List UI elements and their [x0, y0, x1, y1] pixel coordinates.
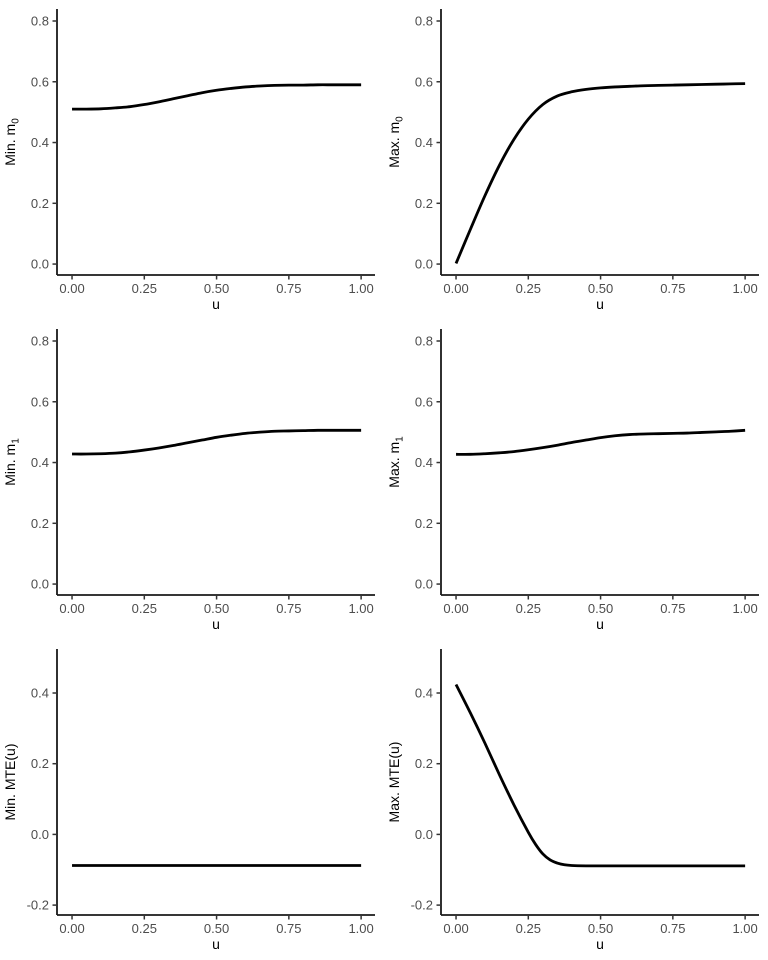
x-tick-label: 0.50 — [588, 281, 613, 296]
plot-max-m1: 0.00 0.25 0.50 0.75 1.00 0.0 0.2 0.4 0.6 0.8 u Max.… — [384, 320, 768, 640]
panel-background — [384, 320, 768, 640]
y-tick-label: 0.8 — [415, 334, 433, 349]
x-tick-label: 1.00 — [732, 281, 757, 296]
x-tick-label: 0.00 — [59, 281, 84, 296]
x-tick-label: 0.50 — [204, 601, 229, 616]
chart-max-mte: 0.00 0.25 0.50 0.75 1.00 -0.2 0.0 0.2 0.4 u Max. M… — [384, 640, 768, 960]
x-axis-title: u — [212, 616, 220, 632]
y-tick-label: 0.8 — [415, 14, 433, 29]
x-tick-label: 0.50 — [588, 601, 613, 616]
plot-min-m1: 0.00 0.25 0.50 0.75 1.00 0.0 0.2 0.4 0.6 0.8 u Min.… — [0, 320, 384, 640]
x-tick-label: 1.00 — [732, 601, 757, 616]
panel-background — [0, 320, 384, 640]
x-tick-label: 0.00 — [59, 601, 84, 616]
y-tick-label: -0.2 — [27, 898, 49, 913]
x-tick-label: 0.75 — [660, 921, 685, 936]
x-axis-title: u — [596, 296, 604, 312]
x-tick-label: 1.00 — [348, 601, 373, 616]
y-tick-label: 0.4 — [31, 455, 49, 470]
x-tick-label: 0.50 — [204, 281, 229, 296]
x-tick-label: 0.25 — [132, 601, 157, 616]
panel-background — [384, 640, 768, 960]
plot-min-mte: 0.00 0.25 0.50 0.75 1.00 -0.2 0.0 0.2 0.4 u Min. M… — [0, 640, 384, 960]
y-tick-label: 0.6 — [31, 74, 49, 89]
y-tick-label: 0.2 — [31, 756, 49, 771]
x-tick-label: 0.25 — [132, 921, 157, 936]
x-tick-label: 0.75 — [276, 281, 301, 296]
y-tick-label: -0.2 — [411, 898, 433, 913]
plot-max-mte: 0.00 0.25 0.50 0.75 1.00 -0.2 0.0 0.2 0.4 u Max. M… — [384, 640, 768, 960]
plot-max-m0: 0.00 0.25 0.50 0.75 1.00 0.0 0.2 0.4 0.6 0.8 u Max.… — [384, 0, 768, 320]
x-tick-label: 0.00 — [59, 921, 84, 936]
x-tick-label: 1.00 — [348, 281, 373, 296]
chart-min-m0: 0.00 0.25 0.50 0.75 1.00 0.0 0.2 0.4 0.6 0.8 u Min.… — [0, 0, 384, 320]
y-tick-label: 0.0 — [31, 577, 49, 592]
panel-background — [384, 0, 768, 320]
bound-curve — [454, 683, 746, 868]
x-tick-label: 0.25 — [516, 281, 541, 296]
bound-curve — [456, 428, 746, 456]
x-tick-label: 0.25 — [516, 921, 541, 936]
bound-curve — [72, 83, 362, 111]
x-tick-label: 0.75 — [660, 281, 685, 296]
x-tick-label: 0.25 — [516, 601, 541, 616]
y-tick-label: 0.6 — [415, 74, 433, 89]
y-tick-label: 0.0 — [415, 257, 433, 272]
y-tick-label: 0.2 — [31, 516, 49, 531]
y-tick-label: 0.2 — [31, 196, 49, 211]
y-axis-title: Max. m1 — [386, 436, 406, 488]
y-axis-title: Min. m1 — [2, 438, 22, 486]
y-tick-label: 0.2 — [415, 516, 433, 531]
x-tick-label: 0.50 — [588, 921, 613, 936]
y-axis-title: Min. m0 — [2, 118, 22, 166]
x-tick-label: 0.25 — [132, 281, 157, 296]
y-tick-label: 0.4 — [415, 455, 433, 470]
x-tick-label: 0.00 — [443, 601, 468, 616]
panel-background — [0, 640, 384, 960]
y-tick-label: 0.0 — [415, 577, 433, 592]
x-tick-label: 1.00 — [348, 921, 373, 936]
y-tick-label: 0.8 — [31, 334, 49, 349]
x-tick-label: 0.50 — [204, 921, 229, 936]
bound-curve — [454, 82, 746, 264]
x-tick-label: 0.00 — [443, 921, 468, 936]
y-tick-label: 0.2 — [415, 756, 433, 771]
y-tick-label: 0.4 — [31, 686, 49, 701]
plot-min-m0: 0.00 0.25 0.50 0.75 1.00 0.0 0.2 0.4 0.6 0.8 u Min.… — [0, 0, 384, 320]
y-tick-label: 0.0 — [31, 827, 49, 842]
x-tick-label: 1.00 — [732, 921, 757, 936]
x-axis-title: u — [212, 296, 220, 312]
x-axis-title: u — [596, 936, 604, 952]
y-tick-label: 0.6 — [31, 394, 49, 409]
y-tick-label: 0.4 — [415, 135, 433, 150]
y-tick-label: 0.4 — [415, 686, 433, 701]
y-axis-title: Max. MTE(u) — [386, 742, 402, 823]
x-tick-label: 0.75 — [276, 921, 301, 936]
x-axis-title: u — [212, 936, 220, 952]
y-tick-label: 0.0 — [415, 827, 433, 842]
y-tick-label: 0.2 — [415, 196, 433, 211]
y-axis-title: Min. MTE(u) — [2, 744, 18, 821]
chart-min-m1: 0.00 0.25 0.50 0.75 1.00 0.0 0.2 0.4 0.6 0.8 u Min.… — [0, 320, 384, 640]
chart-max-m1: 0.00 0.25 0.50 0.75 1.00 0.0 0.2 0.4 0.6 0.8 u Max.… — [384, 320, 768, 640]
y-axis-title: Max. m0 — [386, 116, 406, 168]
chart-min-mte: 0.00 0.25 0.50 0.75 1.00 -0.2 0.0 0.2 0.4 u Min. M… — [0, 640, 384, 960]
x-tick-label: 0.75 — [660, 601, 685, 616]
y-tick-label: 0.0 — [31, 257, 49, 272]
x-tick-label: 0.75 — [276, 601, 301, 616]
y-tick-label: 0.8 — [31, 14, 49, 29]
bound-curve — [72, 428, 362, 456]
chart-max-m0: 0.00 0.25 0.50 0.75 1.00 0.0 0.2 0.4 0.6 0.8 u Max.… — [384, 0, 768, 320]
y-tick-label: 0.6 — [415, 394, 433, 409]
x-tick-label: 0.00 — [443, 281, 468, 296]
panel-background — [0, 0, 384, 320]
y-tick-label: 0.4 — [31, 135, 49, 150]
x-axis-title: u — [596, 616, 604, 632]
